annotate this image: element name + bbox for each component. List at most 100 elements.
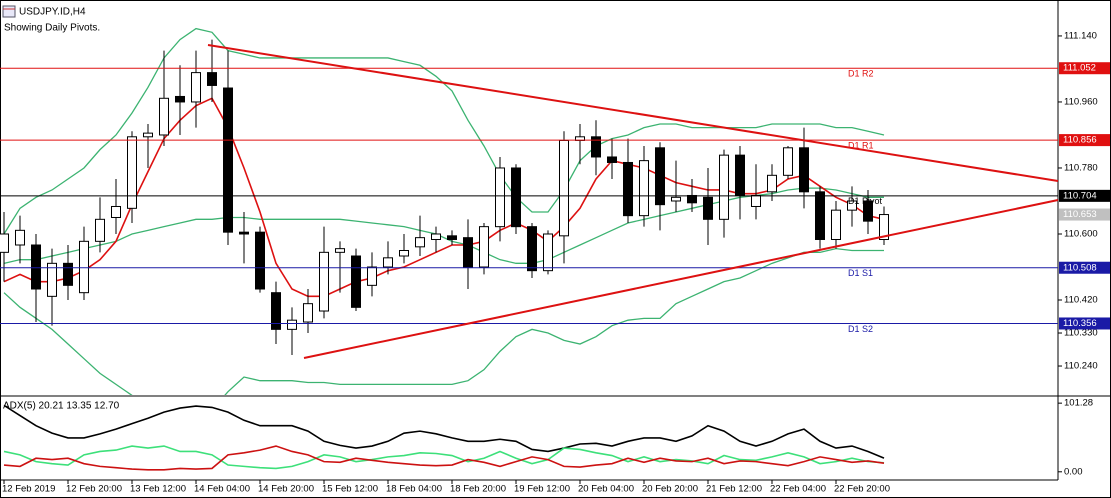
x-tick-label: 19 Feb 12:00 — [514, 484, 570, 495]
candle-body — [735, 154, 745, 196]
candle-body — [751, 194, 761, 207]
candle-body — [799, 147, 809, 193]
adx-pane — [3, 404, 885, 471]
candle-body — [399, 249, 409, 257]
last-price-tag — [1059, 208, 1110, 221]
candle-body — [191, 72, 201, 103]
candle-body — [703, 196, 713, 220]
price-tag-label: 110.356 — [1063, 318, 1097, 329]
candle-body — [319, 251, 329, 312]
x-tick-label: 14 Feb 04:00 — [194, 484, 250, 495]
y-tick-label: 111.140 — [1064, 30, 1097, 41]
symbol-icon — [2, 5, 16, 18]
candle-body — [0, 233, 9, 253]
level-label: D1 R1 — [848, 140, 874, 150]
candle-body — [31, 244, 41, 290]
x-tick-label: 20 Feb 04:00 — [578, 484, 634, 495]
y-tick-label: 110.330 — [1064, 328, 1098, 339]
candle-body — [815, 191, 825, 240]
candle-body — [159, 97, 169, 136]
candle-body — [511, 167, 521, 228]
indicator-line — [3, 187, 884, 264]
candle-body — [447, 235, 457, 240]
candle-body — [367, 266, 377, 286]
candle-body — [143, 132, 153, 138]
trendline — [207, 44, 1059, 182]
candle-body — [783, 147, 793, 176]
candle-body — [687, 194, 697, 204]
candle-body — [175, 95, 185, 103]
x-tick-label: 18 Feb 04:00 — [386, 484, 442, 495]
candle-body — [623, 161, 633, 217]
trendline — [303, 199, 1059, 359]
adx-line — [3, 404, 885, 459]
candle-body — [415, 237, 425, 248]
candle-body — [79, 240, 89, 294]
x-tick-label: 13 Feb 12:00 — [130, 484, 186, 495]
candle-body — [287, 319, 297, 330]
x-tick-label: 18 Feb 20:00 — [450, 484, 506, 495]
candle-body — [719, 154, 729, 220]
price-tag-label: 110.856 — [1063, 135, 1097, 146]
y-tick-label: 110.600 — [1064, 229, 1098, 240]
candle-body — [495, 167, 505, 228]
x-tick-label: 12 Feb 20:00 — [66, 484, 122, 495]
y-tick-label: 110.240 — [1064, 361, 1098, 372]
level-label: D1 S1 — [848, 268, 873, 278]
candle-body — [463, 237, 473, 268]
candle-body — [303, 303, 313, 323]
x-tick-label: 21 Feb 12:00 — [706, 484, 762, 495]
trendlines — [207, 44, 1059, 359]
y-tick-label: 0.00 — [1064, 466, 1083, 477]
candle-body — [431, 233, 441, 240]
level-label: D1 R2 — [848, 69, 874, 79]
candle-body — [223, 87, 233, 233]
price-tag-label: 110.508 — [1063, 262, 1097, 273]
axes: 111.140 110.960 110.780 110.600 110.420 110.3… — [2, 30, 1110, 495]
candle-body — [639, 160, 649, 217]
candle-body — [47, 262, 57, 297]
candle-body — [527, 226, 537, 272]
candle-body — [335, 248, 345, 253]
candle-body — [831, 209, 841, 240]
x-tick-label: 22 Feb 04:00 — [770, 484, 826, 495]
last-price-label: 110.653 — [1063, 209, 1097, 220]
candle-body — [207, 72, 217, 86]
level-label: D1 S2 — [848, 324, 873, 334]
adx-line — [3, 445, 885, 471]
candle-body — [655, 147, 665, 206]
adx-title: ADX(5) 20.21 13.35 12.70 — [3, 401, 120, 412]
icon — [2, 5, 16, 18]
candle-body — [239, 231, 249, 235]
main-pane — [0, 27, 1058, 395]
candle-body — [479, 226, 489, 268]
candle-body — [127, 136, 137, 209]
candle-body — [383, 257, 393, 268]
price-tag — [1059, 261, 1110, 274]
x-tick-label: 14 Feb 20:00 — [258, 484, 314, 495]
candle-body — [767, 174, 777, 193]
price-tag — [1059, 189, 1110, 202]
candle-body — [863, 200, 873, 222]
price-tag — [1059, 317, 1110, 330]
candle-body — [351, 255, 361, 308]
adx-line — [3, 445, 885, 470]
price-tag — [1059, 62, 1110, 75]
x-tick-label: 20 Feb 20:00 — [642, 484, 698, 495]
x-tick-label: 22 Feb 20:00 — [834, 484, 890, 495]
candle-body — [607, 156, 617, 163]
candle-body — [591, 136, 601, 158]
y-tick-label: 110.420 — [1064, 295, 1098, 306]
y-tick-label: 101.28 — [1064, 398, 1093, 409]
candle-body — [847, 200, 857, 211]
candle-body — [111, 205, 121, 218]
level-label: D1 Pivot — [848, 196, 883, 206]
price-tag-label: 111.052 — [1063, 63, 1096, 74]
price-tag — [1059, 134, 1110, 147]
x-tick-label: 15 Feb 12:00 — [322, 484, 378, 495]
x-tick-label: 12 Feb 2019 — [2, 484, 55, 495]
candle-body — [271, 292, 281, 330]
candle-body — [63, 262, 73, 286]
